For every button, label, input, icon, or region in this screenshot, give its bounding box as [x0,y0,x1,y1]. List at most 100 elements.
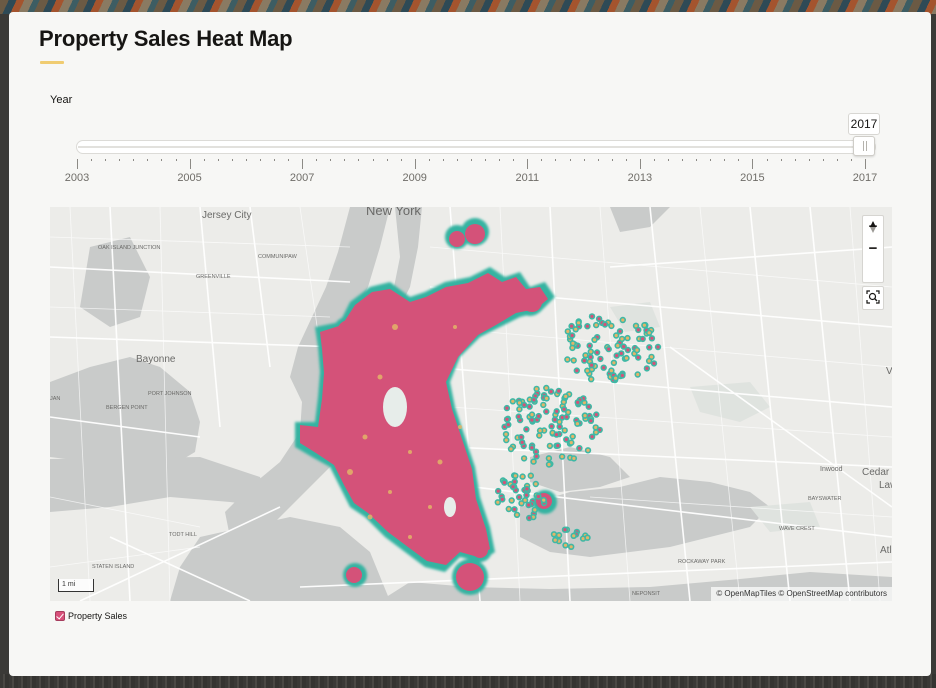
slider-minor-tick [203,159,205,161]
heat-point-core [587,405,591,409]
slider-minor-tick [682,159,684,161]
year-slider-thumb[interactable] [853,136,875,156]
heat-point-core [553,418,557,422]
compass-button[interactable] [863,221,883,282]
heat-point-core [618,329,622,333]
heat-point-core [595,350,599,355]
slider-minor-tick [780,159,782,161]
slider-minor-tick [119,159,121,161]
year-value-tooltip: 2017 [848,113,880,135]
heat-point-core [607,347,611,351]
heat-point-core [589,355,593,359]
zoom-out-button[interactable]: − [868,240,878,257]
slider-minor-tick [611,159,613,161]
slider-minor-tick [668,159,669,161]
heat-point-core [602,366,606,370]
heat-point-core [656,345,660,349]
legend-checkbox[interactable] [55,611,65,621]
svg-text:Cedar: Cedar [862,467,890,478]
slider-minor-tick [555,159,557,161]
slider-minor-tick [344,159,346,161]
slider-minor-tick [147,159,149,161]
slider-tick-label: 2009 [402,172,427,184]
heat-point-core [590,363,594,367]
heat-point-core [609,369,614,373]
heat-point-core [558,425,562,429]
heat-point-core [547,456,551,460]
heat-point-core [532,398,536,402]
heat-point-core [566,410,570,414]
slider-minor-tick [485,159,487,161]
slider-minor-tick [442,159,444,161]
slider-tick-label: 2017 [852,172,878,184]
heat-point-core [557,389,561,393]
svg-text:TODT HILL: TODT HILL [169,532,197,538]
year-slider-track[interactable] [76,140,876,154]
year-slider-fill [78,146,858,148]
svg-text:Law: Law [879,480,892,491]
slider-minor-tick [583,159,585,161]
heat-point-core [622,345,626,349]
heat-point-core [528,405,532,409]
heat-point-core [555,409,559,413]
heat-point-core [519,435,523,439]
slider-minor-tick [766,159,768,161]
heat-point-core [517,407,521,411]
heat-point-core [589,419,593,423]
heat-point-core [544,410,548,414]
heat-point-core [583,414,587,418]
zoom-extent-control [862,286,884,310]
svg-text:BERGEN POINT: BERGEN POINT [106,405,148,411]
slider-tick-label: 2015 [740,172,765,184]
heat-point-core [590,435,594,439]
svg-text:COMMUNIPAW: COMMUNIPAW [258,254,298,260]
heat-point-core [647,331,651,335]
heat-point-core [534,454,539,458]
heat-point-core [510,498,514,503]
heat-point-core [548,444,552,448]
slider-minor-tick [428,159,430,161]
heat-point-core [524,427,528,431]
heat-point-core [585,369,589,373]
slider-minor-tick [259,159,261,161]
svg-text:Atl: Atl [880,545,892,556]
svg-text:OAK ISLAND JUNCTION: OAK ISLAND JUNCTION [98,245,160,251]
zoom-extent-button[interactable] [863,287,883,309]
svg-text:PORT JOHNSON: PORT JOHNSON [148,391,192,397]
heat-point-core [527,516,531,520]
heat-point-core [549,390,553,394]
map-canvas[interactable]: New York Jersey City OAK ISLAND JUNCTION… [50,207,892,601]
heat-point-core [634,324,638,328]
heat-point-core [572,456,576,460]
map-attribution[interactable]: © OpenMapTiles © OpenStreetMap contribut… [711,587,892,601]
slider-minor-tick [850,159,852,161]
heat-point-core [560,415,564,420]
heat-map-panel: Property Sales Heat Map Year 2017 2003 20… [9,12,931,676]
heat-point-core [585,536,590,540]
heat-point-core [641,337,645,341]
heat-point-core [515,513,519,517]
map-legend[interactable]: Property Sales [55,611,127,621]
heat-point-core [522,456,526,460]
slider-major-tick [414,159,416,169]
heat-map[interactable]: New York Jersey City OAK ISLAND JUNCTION… [50,207,892,601]
heat-point-core [615,354,619,358]
heat-point-core [551,431,555,435]
slider-minor-tick [794,159,796,161]
slider-minor-tick [133,159,135,161]
heat-point-core [514,488,518,492]
heat-point-core [620,337,624,341]
slider-major-tick [189,159,191,169]
heat-point-core [574,327,578,331]
heat-point-core [621,318,625,322]
heat-point-core [509,447,513,451]
heat-point-core [544,386,548,390]
heat-point-core [575,369,579,373]
heat-point-core [571,434,575,439]
slider-minor-tick [541,159,543,161]
slider-minor-tick [625,159,627,161]
slider-minor-tick [330,159,332,161]
slider-minor-tick [372,159,374,161]
north-arrow-icon [870,221,876,233]
heat-point-core [570,333,574,338]
